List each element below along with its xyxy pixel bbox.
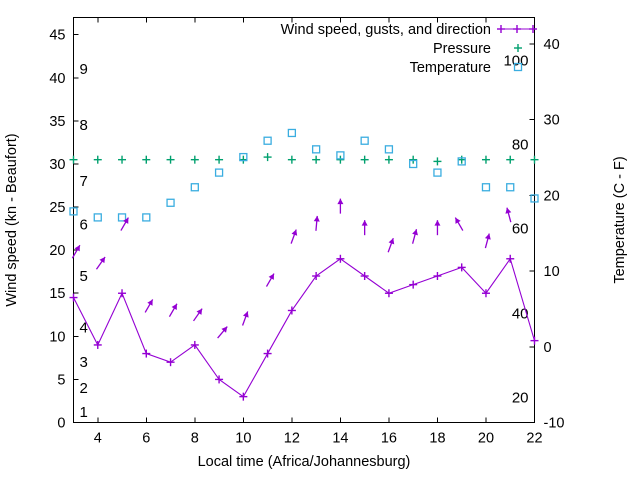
y-tick-label-left: 10 xyxy=(49,329,65,345)
x-tick-label: 6 xyxy=(142,431,150,447)
plot-border xyxy=(73,17,535,423)
beaufort-label: 1 xyxy=(80,404,88,421)
x-tick-label: 10 xyxy=(235,431,251,447)
y-tick-label-right: 30 xyxy=(544,113,560,129)
y-tick-label-left: 35 xyxy=(49,114,65,130)
y-tick-label-left: 20 xyxy=(49,243,65,259)
beaufort-label: 4 xyxy=(80,320,88,337)
y-tick-label-left: 30 xyxy=(49,157,65,173)
y-tick-label-left: 0 xyxy=(57,416,65,432)
chart-legend: Wind speed, gusts, and direction Pressure… xyxy=(281,22,537,76)
fahrenheit-label: 40 xyxy=(512,305,529,322)
beaufort-label: 8 xyxy=(80,117,88,134)
beaufort-label: 2 xyxy=(80,380,88,397)
y-tick-label-right: 40 xyxy=(544,37,560,53)
y-tick-label-left: 45 xyxy=(49,28,65,44)
fahrenheit-label: 80 xyxy=(512,137,529,154)
legend-label: Temperature xyxy=(410,60,491,76)
y-tick-label-left: 5 xyxy=(57,372,65,388)
y-tick-label-left: 40 xyxy=(49,71,65,87)
beaufort-label: 9 xyxy=(80,61,88,78)
temperature-series xyxy=(69,128,539,222)
x-tick-label: 8 xyxy=(191,431,199,447)
legend-label: Pressure xyxy=(433,41,491,57)
y-tick-label-right: 0 xyxy=(544,340,552,356)
y-axis-right-title: Temperature (C - F) xyxy=(612,156,628,283)
wind-speed-series xyxy=(69,254,539,401)
fahrenheit-scale-labels: 20 40 60 80 100 xyxy=(503,53,528,407)
x-axis-title: Local time (Africa/Johannesburg) xyxy=(198,454,411,470)
pressure-series xyxy=(69,153,539,166)
wind-direction-arrows xyxy=(71,198,512,339)
fahrenheit-label: 100 xyxy=(503,53,528,70)
y-tick-label-left: 25 xyxy=(49,200,65,216)
fahrenheit-label: 20 xyxy=(512,390,529,407)
beaufort-label: 7 xyxy=(80,173,88,190)
y-axis-right-ticks: -10 0 10 20 30 40 xyxy=(529,37,565,432)
beaufort-label: 6 xyxy=(80,216,88,233)
x-tick-label: 16 xyxy=(381,431,397,447)
y-tick-label-right: 10 xyxy=(544,264,560,280)
x-axis-ticks: 4 6 8 10 12 14 16 18 20 22 xyxy=(94,17,543,447)
y-axis-left-ticks: 0 5 10 15 20 25 30 35 40 45 xyxy=(49,28,79,432)
y-tick-label-right: 20 xyxy=(544,188,560,204)
y-tick-label-right: -10 xyxy=(544,416,565,432)
x-tick-label: 12 xyxy=(284,431,300,447)
beaufort-scale-labels: 1 2 3 4 5 6 7 8 9 xyxy=(80,61,88,421)
x-tick-label: 18 xyxy=(429,431,445,447)
x-tick-label: 4 xyxy=(94,431,102,447)
x-tick-label: 14 xyxy=(332,431,348,447)
y-axis-left-title: Wind speed (kn - Beaufort) xyxy=(4,133,20,306)
x-tick-label: 22 xyxy=(526,431,542,447)
beaufort-label: 5 xyxy=(80,268,88,285)
legend-label: Wind speed, gusts, and direction xyxy=(281,22,491,38)
beaufort-label: 3 xyxy=(80,354,88,371)
y-tick-label-left: 15 xyxy=(49,286,65,302)
fahrenheit-label: 60 xyxy=(512,221,529,238)
x-tick-label: 20 xyxy=(478,431,494,447)
